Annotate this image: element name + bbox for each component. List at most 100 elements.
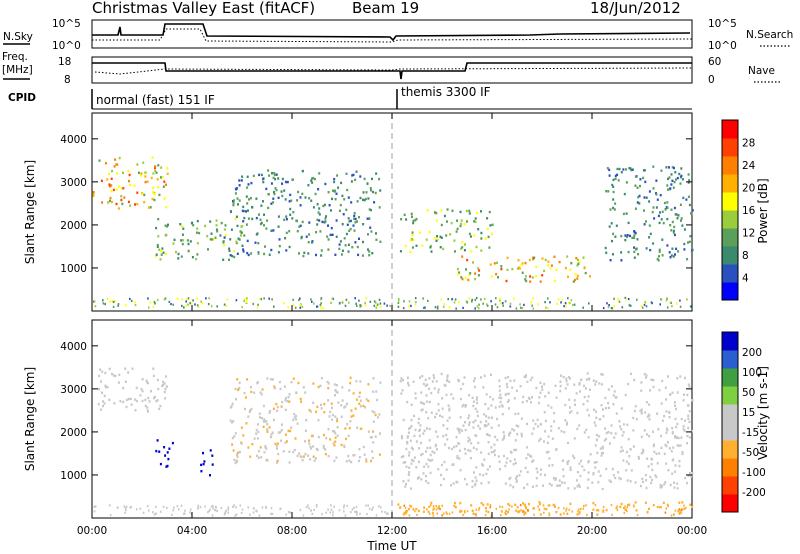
echo-cell [233, 255, 236, 259]
ground-scatter-cell [139, 507, 142, 510]
echo-cell [632, 445, 635, 448]
echo-cell [158, 407, 161, 411]
colorbar-frame [721, 119, 739, 301]
echo-cell [209, 474, 211, 477]
echo-cell [487, 510, 490, 514]
echo-cell [334, 198, 337, 201]
echo-cell [108, 367, 111, 371]
echo-cell [163, 180, 166, 183]
echo-cell [597, 435, 600, 438]
echo-cell [445, 393, 448, 397]
ground-scatter-cell [192, 299, 194, 302]
echo-cell [351, 246, 354, 249]
ground-scatter-cell [610, 307, 613, 310]
echo-cell [400, 392, 403, 395]
ground-scatter-cell [532, 297, 535, 300]
echo-cell [403, 511, 406, 515]
echo-cell [620, 446, 623, 449]
echo-cell [459, 387, 462, 391]
echo-cell [105, 162, 107, 165]
echo-cell [523, 486, 525, 490]
echo-cell [445, 468, 448, 471]
ground-scatter-cell [460, 510, 463, 513]
freq-tick-top: 18 [58, 56, 71, 68]
echo-cell [688, 410, 691, 413]
echo-cell [559, 513, 562, 516]
ground-scatter-cell [474, 298, 477, 301]
ground-scatter-cell [586, 513, 588, 517]
echo-cell [483, 424, 486, 427]
cpid-mode-themis: themis 3300 IF [401, 85, 491, 99]
echo-cell [532, 258, 535, 261]
echo-cell [343, 198, 346, 201]
ground-scatter-cell [683, 504, 685, 507]
ground-scatter-cell [508, 508, 510, 511]
echo-cell [325, 436, 328, 440]
echo-cell [249, 409, 252, 412]
echo-cell [650, 457, 653, 460]
echo-cell [312, 455, 315, 458]
echo-cell [475, 479, 478, 482]
echo-cell [625, 181, 628, 184]
echo-cell [474, 483, 476, 487]
echo-cell [547, 441, 549, 444]
echo-cell [144, 180, 147, 184]
echo-cell [475, 245, 478, 249]
ground-scatter-cell [660, 298, 663, 301]
echo-cell [270, 248, 273, 252]
ground-scatter-cell [125, 505, 128, 508]
echo-cell [539, 423, 542, 426]
echo-cell [332, 430, 334, 433]
ground-scatter-cell [211, 514, 214, 517]
colorbar-tick-label: -100 [742, 467, 766, 479]
echo-cell [636, 186, 639, 189]
echo-cell [372, 190, 374, 194]
echo-cell [508, 432, 511, 435]
echo-cell [318, 207, 321, 210]
echo-cell [509, 459, 512, 463]
echo-cell [448, 416, 451, 419]
echo-cell [235, 241, 238, 245]
echo-cell [166, 172, 169, 175]
echo-cell [584, 271, 587, 275]
echo-cell [259, 446, 262, 449]
echo-cell [647, 413, 650, 416]
echo-cell [334, 440, 337, 443]
echo-cell [472, 421, 475, 424]
echo-cell [429, 246, 432, 249]
ground-scatter-cell [494, 303, 497, 306]
echo-cell [663, 201, 666, 205]
ground-scatter-cell [416, 513, 418, 516]
echo-cell [570, 410, 573, 413]
echo-cell [529, 454, 532, 457]
echo-cell [307, 241, 310, 244]
echo-cell [323, 402, 326, 406]
echo-cell [553, 255, 556, 258]
ground-scatter-cell [410, 304, 412, 307]
echo-cell [316, 448, 319, 451]
echo-cell [594, 444, 597, 447]
echo-cell [247, 415, 250, 418]
echo-cell [372, 441, 375, 444]
echo-cell [472, 426, 475, 429]
echo-cell [250, 407, 253, 411]
echo-cell [665, 427, 668, 430]
echo-cell [412, 459, 415, 462]
echo-cell [440, 223, 443, 227]
x-tick-label: 12:00 [377, 525, 407, 537]
ground-scatter-cell [243, 299, 245, 303]
ground-scatter-cell [189, 511, 191, 514]
ground-scatter-cell [227, 506, 230, 509]
echo-cell [470, 504, 473, 507]
echo-cell [568, 398, 571, 401]
echo-cell [620, 407, 623, 410]
echo-cell [476, 396, 479, 399]
echo-cell [663, 452, 666, 456]
ground-scatter-cell [338, 509, 341, 512]
echo-cell [323, 203, 326, 207]
echo-cell [573, 437, 576, 440]
ground-scatter-cell [532, 307, 535, 310]
echo-cell [500, 265, 503, 268]
ground-scatter-cell [409, 504, 411, 507]
echo-cell [446, 438, 449, 441]
